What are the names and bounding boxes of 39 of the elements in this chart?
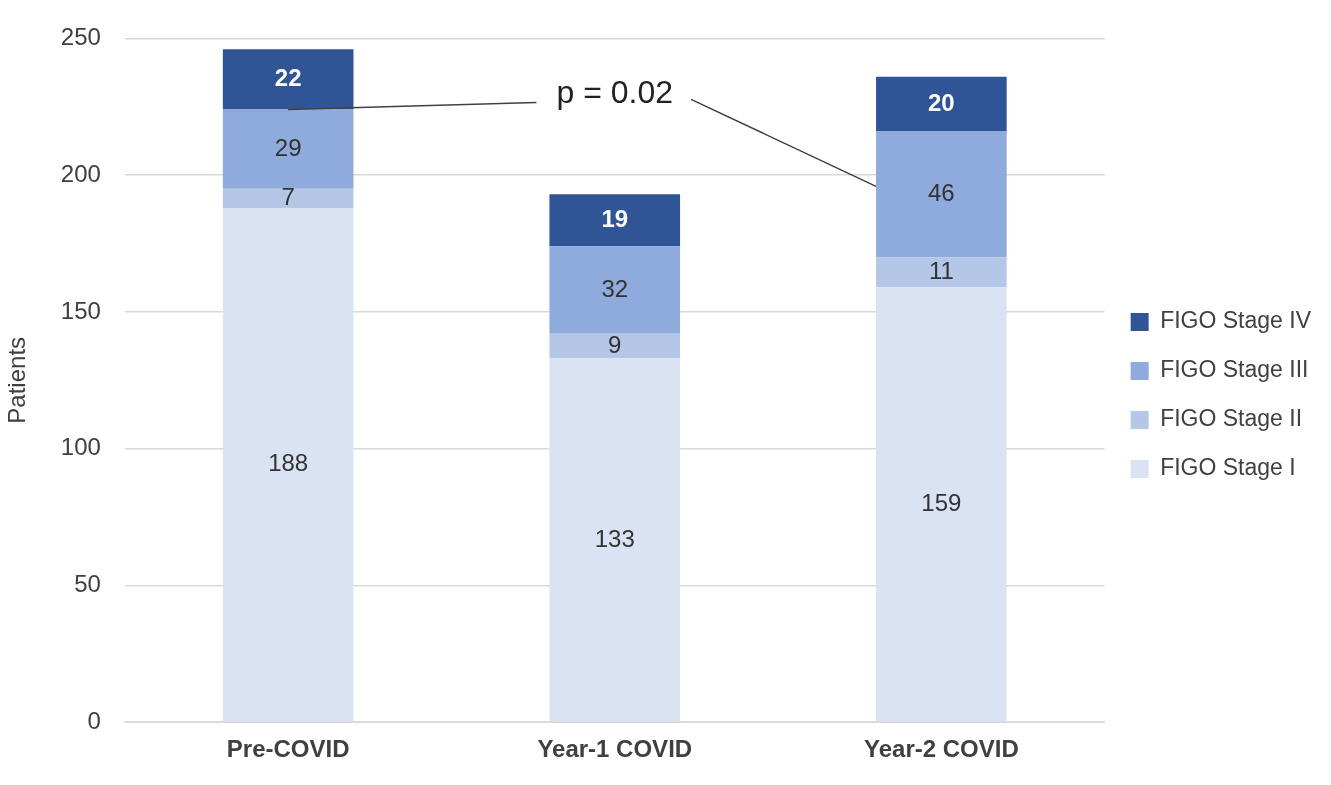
x-tick-label: Pre-COVID <box>226 735 350 763</box>
legend-label: FIGO Stage I <box>1160 454 1296 481</box>
data-label: 9 <box>608 330 622 358</box>
data-label: 29 <box>274 133 302 161</box>
y-tick-label: 250 <box>60 23 101 51</box>
bar <box>549 194 681 247</box>
bar <box>876 287 1007 722</box>
y-tick-label: 200 <box>60 159 101 187</box>
y-tick-label: 150 <box>60 296 101 324</box>
y-tick-label: 100 <box>60 433 101 461</box>
data-label: 133 <box>594 524 635 552</box>
x-tick-label: Year-2 COVID <box>863 735 1019 763</box>
legend-label: FIGO Stage II <box>1160 405 1303 432</box>
data-label: 32 <box>601 274 629 302</box>
bar <box>549 358 681 722</box>
bar <box>222 109 354 189</box>
data-label: 11 <box>928 256 954 284</box>
data-label: 22 <box>274 64 302 92</box>
bar <box>222 207 354 722</box>
data-label: 19 <box>601 204 629 232</box>
data-label: 20 <box>928 88 955 116</box>
data-label: 46 <box>928 178 955 206</box>
legend-label: FIGO Stage IV <box>1160 307 1312 334</box>
bar <box>222 49 354 110</box>
bar <box>876 257 1007 288</box>
bar <box>549 333 681 359</box>
y-axis-title: Patients <box>3 336 31 424</box>
annotation: p = 0.02 <box>556 74 674 111</box>
data-label: 7 <box>281 183 295 211</box>
data-label: 159 <box>921 489 962 516</box>
legend-label: FIGO Stage III <box>1160 356 1309 383</box>
bar <box>222 188 354 208</box>
bar <box>876 76 1007 132</box>
y-tick-label: 50 <box>74 570 101 598</box>
bar <box>876 131 1007 258</box>
bar <box>549 246 681 334</box>
x-tick-label: Year-1 COVID <box>537 735 693 763</box>
y-tick-label: 0 <box>87 706 101 734</box>
data-label: 188 <box>268 449 309 477</box>
